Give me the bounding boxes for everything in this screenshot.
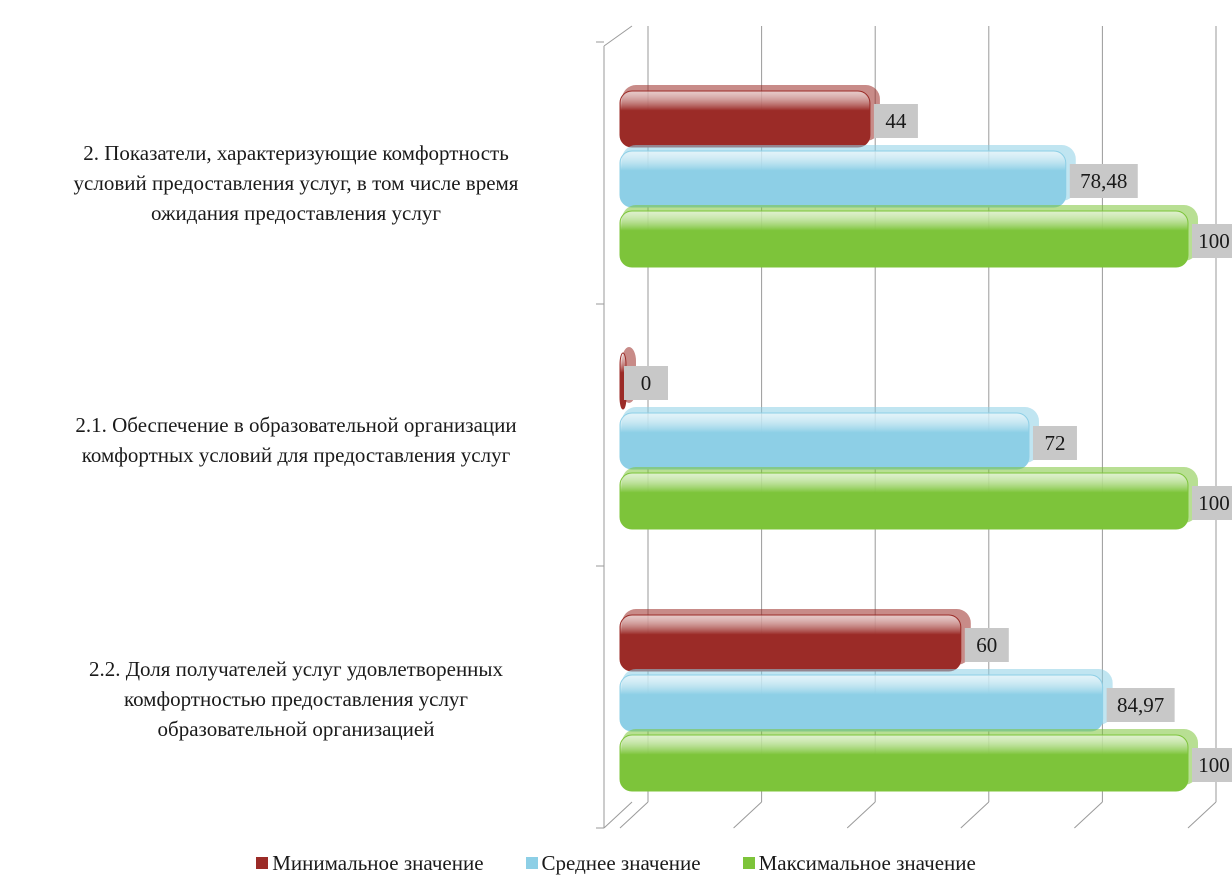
- y-axis-bottom: [603, 801, 633, 829]
- bar: [619, 90, 871, 148]
- legend-item-min: Минимальное значение: [256, 848, 484, 878]
- data-label: 0: [641, 371, 652, 395]
- legend-swatch-avg: [525, 857, 538, 869]
- data-label-bg: [624, 366, 668, 400]
- data-label-bg: [964, 628, 1009, 662]
- data-label: 100: [1198, 491, 1230, 515]
- data-label-bg: [1192, 748, 1232, 782]
- legend-item-avg: Среднее значение: [525, 848, 701, 878]
- bar: [619, 734, 1189, 792]
- legend: Минимальное значение Среднее значение Ма…: [0, 848, 1232, 878]
- category-label-3: 2.2. Доля получателей услуг удовлетворен…: [88, 657, 504, 741]
- category-label-2: 2.1. Обеспечение в образовательной орган…: [75, 413, 517, 467]
- data-label-bg: [1106, 688, 1175, 722]
- category-label-1: 2. Показатели, характеризующие комфортно…: [73, 141, 519, 225]
- data-label: 60: [976, 633, 997, 657]
- bar: [619, 210, 1189, 268]
- data-label-bg: [1032, 426, 1077, 460]
- data-label-bg: [873, 104, 918, 138]
- y-axis-top: [603, 25, 633, 47]
- data-label: 100: [1198, 753, 1230, 777]
- data-label: 84,97: [1117, 693, 1164, 717]
- legend-label-avg: Среднее значение: [541, 851, 701, 875]
- data-label: 78,48: [1080, 169, 1127, 193]
- bar: [619, 472, 1189, 530]
- gridline-floor: [1187, 801, 1217, 829]
- gridline-floor: [733, 801, 762, 829]
- gridline-floor: [619, 801, 649, 829]
- gridline-floor: [1074, 801, 1103, 829]
- gridline-floor: [846, 801, 876, 829]
- data-label-bg: [1192, 486, 1232, 520]
- data-label: 100: [1198, 229, 1230, 253]
- data-label-bg: [1192, 224, 1232, 258]
- legend-label-max: Максимальное значение: [758, 851, 976, 875]
- legend-label-min: Минимальное значение: [272, 851, 484, 875]
- bar: [619, 674, 1104, 732]
- data-label: 72: [1044, 431, 1065, 455]
- legend-swatch-max: [742, 857, 755, 869]
- gridline-floor: [960, 801, 990, 829]
- bar: [619, 150, 1067, 208]
- legend-item-max: Максимальное значение: [742, 848, 976, 878]
- bar: [619, 614, 962, 672]
- legend-swatch-min: [256, 857, 269, 869]
- bar: [619, 412, 1030, 470]
- data-label-bg: [1069, 164, 1138, 198]
- data-label: 44: [885, 109, 907, 133]
